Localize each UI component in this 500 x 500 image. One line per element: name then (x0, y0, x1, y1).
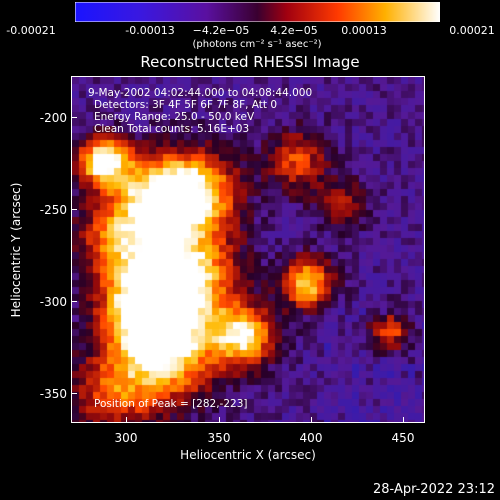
colorbar-units: (photons cm⁻² s⁻¹ asec⁻²) (192, 39, 322, 50)
x-tick-label: 450 (391, 431, 415, 445)
y-tick-mark (71, 301, 77, 302)
rhessi-image-map[interactable] (72, 77, 424, 422)
timestamp: 28-Apr-2022 23:12 (373, 482, 495, 497)
x-axis-label: Heliocentric X (arcsec) (180, 448, 316, 462)
colorbar-tick: -0.00021 (6, 24, 56, 37)
x-tick-mark (403, 417, 404, 423)
y-tick-label: -300 (39, 295, 67, 309)
colorbar-tick: 0.00021 (449, 24, 495, 37)
plot-title: Reconstructed RHESSI Image (140, 53, 360, 71)
x-tick-label: 300 (114, 431, 138, 445)
colorbar-tick: 4.2e−05 (270, 24, 318, 37)
y-tick-mark (71, 117, 77, 118)
y-tick-label: -200 (39, 111, 67, 125)
image-plot[interactable]: 9-May-2002 04:02:44.000 to 04:08:44.000 … (71, 76, 425, 423)
x-tick-mark (126, 417, 127, 423)
y-axis: -200 -250 -300 -350 (0, 0, 70, 500)
x-tick-label: 350 (207, 431, 231, 445)
x-axis: 300 350 400 450 (0, 430, 500, 446)
x-tick-mark (219, 417, 220, 423)
y-tick-mark (71, 209, 77, 210)
y-axis-label: Heliocentric Y (arcsec) (9, 182, 23, 318)
y-tick-mark (71, 393, 77, 394)
colorbar-tick: 0.00013 (341, 24, 387, 37)
x-tick-mark (311, 417, 312, 423)
clean-counts-annotation: Clean Total counts: 5.16E+03 (94, 123, 250, 135)
detectors-annotation: Detectors: 3F 4F 5F 6F 7F 8F, Att 0 (94, 99, 278, 111)
y-tick-label: -350 (39, 387, 67, 401)
colorbar-ticks: -0.00021 -0.00013 −4.2e−05 4.2e−05 0.000… (0, 25, 500, 39)
colorbar-tick: −4.2e−05 (192, 24, 250, 37)
peak-position-annotation: Position of Peak = [282,-223] (94, 398, 248, 410)
x-tick-label: 400 (299, 431, 323, 445)
energy-range-annotation: Energy Range: 25.0 - 50.0 keV (94, 111, 255, 123)
colorbar-tick: -0.00013 (125, 24, 175, 37)
time-range-annotation: 9-May-2002 04:02:44.000 to 04:08:44.000 (88, 87, 313, 99)
y-tick-label: -250 (39, 203, 67, 217)
colorbar (75, 2, 440, 22)
